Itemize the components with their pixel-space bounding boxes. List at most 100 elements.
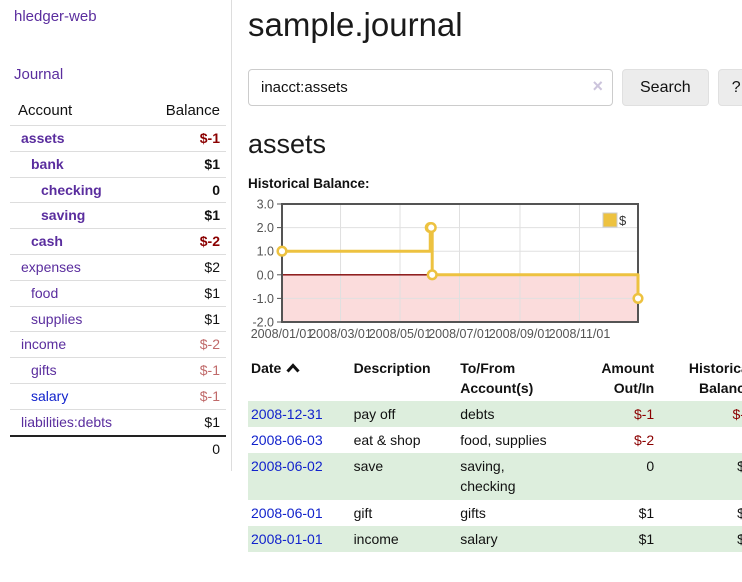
transaction-description: save [353, 458, 384, 475]
sort-ascending-icon [286, 363, 300, 373]
sidebar-account-link[interactable]: income [21, 336, 67, 353]
transaction-date-link[interactable]: 2008-06-03 [251, 431, 323, 448]
page-title: sample.journal [248, 6, 463, 43]
account-balance: $-1 [139, 357, 226, 384]
sidebar-account-link[interactable]: gifts [31, 362, 57, 379]
register-header-description: Description [353, 360, 431, 376]
transaction-amount: $1 [638, 504, 655, 521]
account-balance: $1 [139, 408, 226, 436]
historical-balance-chart[interactable]: 3.0 2.0 1.0 0.0 -1.0 -2.0 2008/01/01 2008/03/01… [248, 198, 742, 342]
y-tick-label: 3.0 [257, 198, 274, 212]
x-tick-label: 2008/03/01 [309, 327, 372, 341]
transaction-description: eat & shop [353, 431, 421, 448]
y-tick-label: 0.0 [257, 268, 274, 282]
data-point-marker[interactable] [425, 222, 437, 234]
accounts-table: Account Balance assets $-1 bank $1 checking 0… [10, 99, 226, 462]
account-row: salary $-1 [10, 382, 226, 410]
transaction-amount: 0 [646, 458, 655, 475]
transaction-balance: $1 [737, 531, 742, 548]
brand-link[interactable]: hledger-web [14, 8, 97, 25]
register-header-balance: Historical Balance [688, 360, 742, 397]
account-balance: $-2 [139, 228, 226, 255]
account-row: supplies $1 [10, 305, 226, 332]
sidebar-account-link[interactable]: checking [41, 181, 102, 198]
transaction-accounts: saving, checking [460, 458, 516, 495]
x-tick-label: 2008/11/01 [549, 327, 611, 341]
accounts-total-row: 0 [10, 434, 226, 462]
account-row: checking 0 [10, 176, 226, 203]
accounts-header-row: Account Balance [10, 99, 226, 126]
register-header-amount: Amount Out/In [601, 360, 655, 397]
transaction-accounts: salary [460, 531, 498, 548]
account-row: income $-2 [10, 331, 226, 358]
account-row: liabilities:debts $1 [10, 408, 226, 436]
account-row: gifts $-1 [10, 357, 226, 384]
y-tick-label: -2.0 [252, 316, 274, 330]
transaction-balance: $2 [737, 458, 742, 475]
transaction-date-link[interactable]: 2008-06-02 [251, 458, 323, 475]
y-tick-label: 2.0 [257, 221, 274, 235]
transaction-balance: 0 [656, 427, 742, 453]
sidebar-account-link[interactable]: salary [31, 387, 69, 404]
register-row: 2008-01-01 income salary $1 $1 [248, 526, 742, 553]
transaction-accounts: food, supplies [460, 431, 547, 448]
x-tick-label: 2008/09/01 [489, 327, 552, 341]
account-balance: $-2 [139, 331, 226, 358]
y-tick-label: -1.0 [252, 292, 274, 306]
accounts-header-account: Account [18, 102, 73, 119]
x-tick-label: 2008/01/01 [251, 327, 314, 341]
sidebar-account-link[interactable]: expenses [21, 258, 81, 275]
accounts-header-balance: Balance [165, 102, 220, 119]
transaction-accounts: debts [460, 405, 495, 422]
transaction-date-link[interactable]: 2008-01-01 [251, 531, 323, 548]
sidebar-account-link[interactable]: liabilities:debts [21, 413, 113, 430]
legend-swatch [602, 212, 618, 228]
sidebar-account-link[interactable]: cash [31, 233, 63, 250]
transaction-amount: $-2 [633, 431, 655, 448]
sidebar-account-link[interactable]: bank [31, 155, 64, 172]
sidebar-item-journal[interactable]: Journal [14, 66, 64, 83]
main-content: sample.journal × Search ? assets Histori… [232, 0, 742, 553]
plot-border [281, 203, 639, 323]
account-balance: 0 [139, 176, 226, 203]
x-tick-label: 2008/05/01 [369, 327, 432, 341]
app-window: hledger-web Journal Account Balance asse… [0, 0, 742, 553]
transaction-date-link[interactable]: 2008-12-31 [251, 405, 323, 422]
transaction-description: income [353, 531, 399, 548]
transaction-amount: $-1 [633, 405, 655, 422]
register-row: 2008-06-01 gift gifts $1 $2 [248, 500, 742, 526]
register-header-date[interactable]: Date [248, 356, 351, 401]
register-row: 2008-12-31 pay off debts $-1 $-1 [248, 400, 742, 427]
register-row: 2008-06-03 eat & shop food, supplies $-20 [248, 427, 742, 453]
account-balance: $-1 [139, 382, 226, 410]
legend-label: $ [619, 213, 627, 228]
sidebar-account-link[interactable]: food [31, 284, 59, 301]
transaction-date-link[interactable]: 2008-06-01 [251, 504, 323, 521]
transaction-description: pay off [353, 405, 396, 422]
register-header-row: Date Description To/From Account(s) Amou… [248, 356, 742, 401]
data-point-marker[interactable] [632, 292, 644, 304]
transaction-accounts: gifts [460, 504, 486, 521]
sidebar-account-link[interactable]: saving [41, 207, 86, 224]
register-header-accounts: To/From Account(s) [460, 360, 534, 397]
register-table: Date Description To/From Account(s) Amou… [248, 356, 742, 553]
search-input[interactable] [248, 69, 613, 106]
sidebar-account-link[interactable]: supplies [31, 310, 83, 327]
register-row: 2008-06-02 save saving, checking 0 $2 [248, 453, 742, 500]
transaction-amount: $1 [638, 531, 655, 548]
transaction-balance: $-1 [732, 405, 742, 422]
accounts-total-balance: 0 [139, 434, 226, 462]
search-button[interactable]: Search [622, 69, 709, 106]
clear-search-icon[interactable]: × [592, 76, 603, 96]
account-row: saving $1 [10, 202, 226, 229]
account-row: assets $-1 [10, 125, 226, 152]
sidebar: hledger-web Journal Account Balance asse… [0, 0, 232, 472]
help-button[interactable]: ? [717, 69, 742, 106]
account-balance: $1 [139, 279, 226, 307]
account-balance: $1 [139, 150, 226, 178]
transaction-balance: $2 [737, 504, 742, 521]
data-point-marker[interactable] [426, 269, 438, 281]
data-point-marker[interactable] [276, 245, 288, 257]
sidebar-account-link[interactable]: assets [21, 130, 65, 146]
account-row: expenses $2 [10, 253, 226, 281]
